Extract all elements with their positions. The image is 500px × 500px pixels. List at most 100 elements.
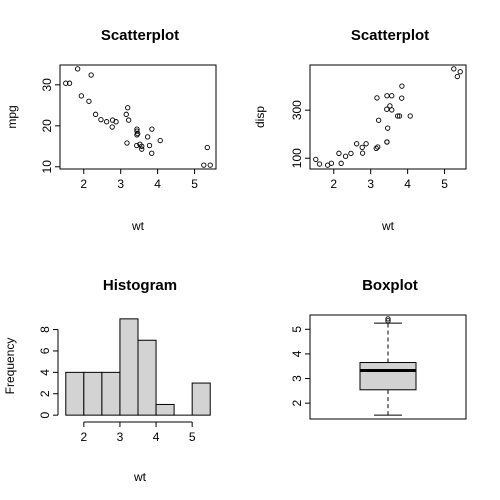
data-point — [384, 106, 390, 112]
data-point — [134, 128, 140, 134]
histogram-bar — [101, 371, 121, 416]
y-tick-label: 4 — [290, 350, 304, 357]
panel-title: Boxplot — [362, 277, 418, 294]
y-tick-label: 0 — [38, 411, 52, 418]
data-point — [98, 117, 104, 123]
data-point — [104, 119, 110, 125]
y-axis-label: disp — [253, 106, 267, 128]
data-point — [124, 140, 130, 146]
x-axis: 2 3 4 5 — [80, 168, 198, 191]
data-point — [451, 66, 457, 72]
data-point — [63, 80, 69, 86]
data-point — [359, 150, 366, 156]
panel-scatter-mpg: Scatterplot 2 3 4 5 10 20 30 wt mpg — [5, 27, 217, 233]
histogram-bar — [155, 403, 175, 416]
histogram-bars — [65, 318, 211, 416]
y-tick-label: 6 — [38, 347, 52, 354]
data-point — [146, 142, 153, 149]
data-point — [395, 113, 401, 119]
data-point — [139, 146, 145, 152]
data-point — [109, 124, 115, 130]
data-point — [342, 153, 349, 159]
y-axis-label: mpg — [5, 105, 19, 128]
x-tick-label: 2 — [80, 177, 87, 191]
data-point — [389, 93, 395, 99]
data-point — [336, 150, 342, 156]
data-point — [359, 144, 365, 151]
x-axis-label: wt — [131, 219, 145, 233]
x-tick-label: 4 — [153, 430, 160, 444]
data-point — [149, 126, 155, 132]
data-point — [134, 126, 140, 132]
data-points — [63, 66, 213, 168]
data-point — [201, 162, 207, 168]
plot-frame — [309, 64, 467, 170]
y-tick-label: 20 — [40, 119, 54, 133]
x-tick-label: 3 — [117, 177, 124, 191]
y-tick-label: 10 — [40, 160, 54, 174]
y-tick-label: 8 — [38, 326, 52, 333]
data-point — [375, 144, 381, 150]
y-tick-label: 2 — [290, 400, 304, 407]
outlier-point — [385, 316, 391, 322]
panel-title: Histogram — [103, 277, 177, 294]
data-point — [123, 111, 129, 117]
data-point — [134, 142, 140, 149]
data-point — [396, 113, 403, 119]
data-point — [384, 139, 390, 145]
y-axis: 10 20 30 — [40, 78, 61, 174]
histogram-bar — [65, 371, 85, 416]
histogram-bar — [191, 382, 211, 416]
data-point — [86, 98, 92, 104]
y-tick-label: 4 — [38, 369, 52, 376]
x-tick-label: 2 — [80, 430, 87, 444]
data-point — [348, 150, 354, 157]
histogram-bar — [119, 318, 139, 416]
data-point — [457, 69, 463, 75]
data-point — [354, 141, 360, 147]
data-point — [139, 143, 145, 149]
y-tick-label: 30 — [40, 78, 54, 92]
plot-frame — [59, 64, 217, 170]
panel-histogram: Histogram 2 3 4 5 0 2 4 6 8 wt Frequency — [3, 277, 211, 484]
data-point — [207, 162, 213, 168]
data-point — [407, 113, 413, 119]
data-point — [389, 107, 395, 113]
x-tick-label: 3 — [367, 177, 374, 191]
data-point — [75, 66, 81, 72]
data-point — [363, 141, 369, 147]
y-tick-label: 100 — [290, 148, 304, 168]
y-axis: 100 300 — [290, 100, 311, 168]
y-axis-label: Frequency — [3, 338, 17, 395]
data-points — [313, 66, 463, 168]
data-point — [145, 134, 151, 140]
x-axis-label: wt — [381, 219, 395, 233]
y-axis: 2 3 4 5 — [290, 326, 311, 407]
data-point — [313, 156, 319, 163]
data-point — [454, 73, 460, 80]
y-tick-label: 300 — [290, 100, 304, 120]
data-point — [338, 160, 344, 166]
x-tick-label: 5 — [189, 430, 196, 444]
data-point — [125, 117, 132, 123]
data-point — [399, 83, 405, 89]
boxplot — [359, 316, 417, 416]
x-tick-label: 4 — [404, 177, 411, 191]
data-point — [157, 137, 163, 144]
x-tick-label: 5 — [191, 177, 198, 191]
x-tick-label: 5 — [441, 177, 448, 191]
y-axis: 0 2 4 6 8 — [38, 326, 59, 418]
x-axis-label: wt — [133, 470, 147, 484]
data-point — [134, 132, 140, 138]
data-point — [375, 117, 382, 123]
y-tick-label: 2 — [38, 390, 52, 397]
data-point — [384, 93, 390, 99]
data-point — [109, 117, 116, 123]
panel-title: Scatterplot — [351, 27, 429, 44]
data-point — [373, 145, 379, 152]
data-point — [399, 95, 405, 101]
outlier-point — [385, 318, 391, 324]
panel-boxplot: Boxplot 2 3 4 5 — [290, 277, 467, 420]
data-point — [78, 93, 85, 99]
